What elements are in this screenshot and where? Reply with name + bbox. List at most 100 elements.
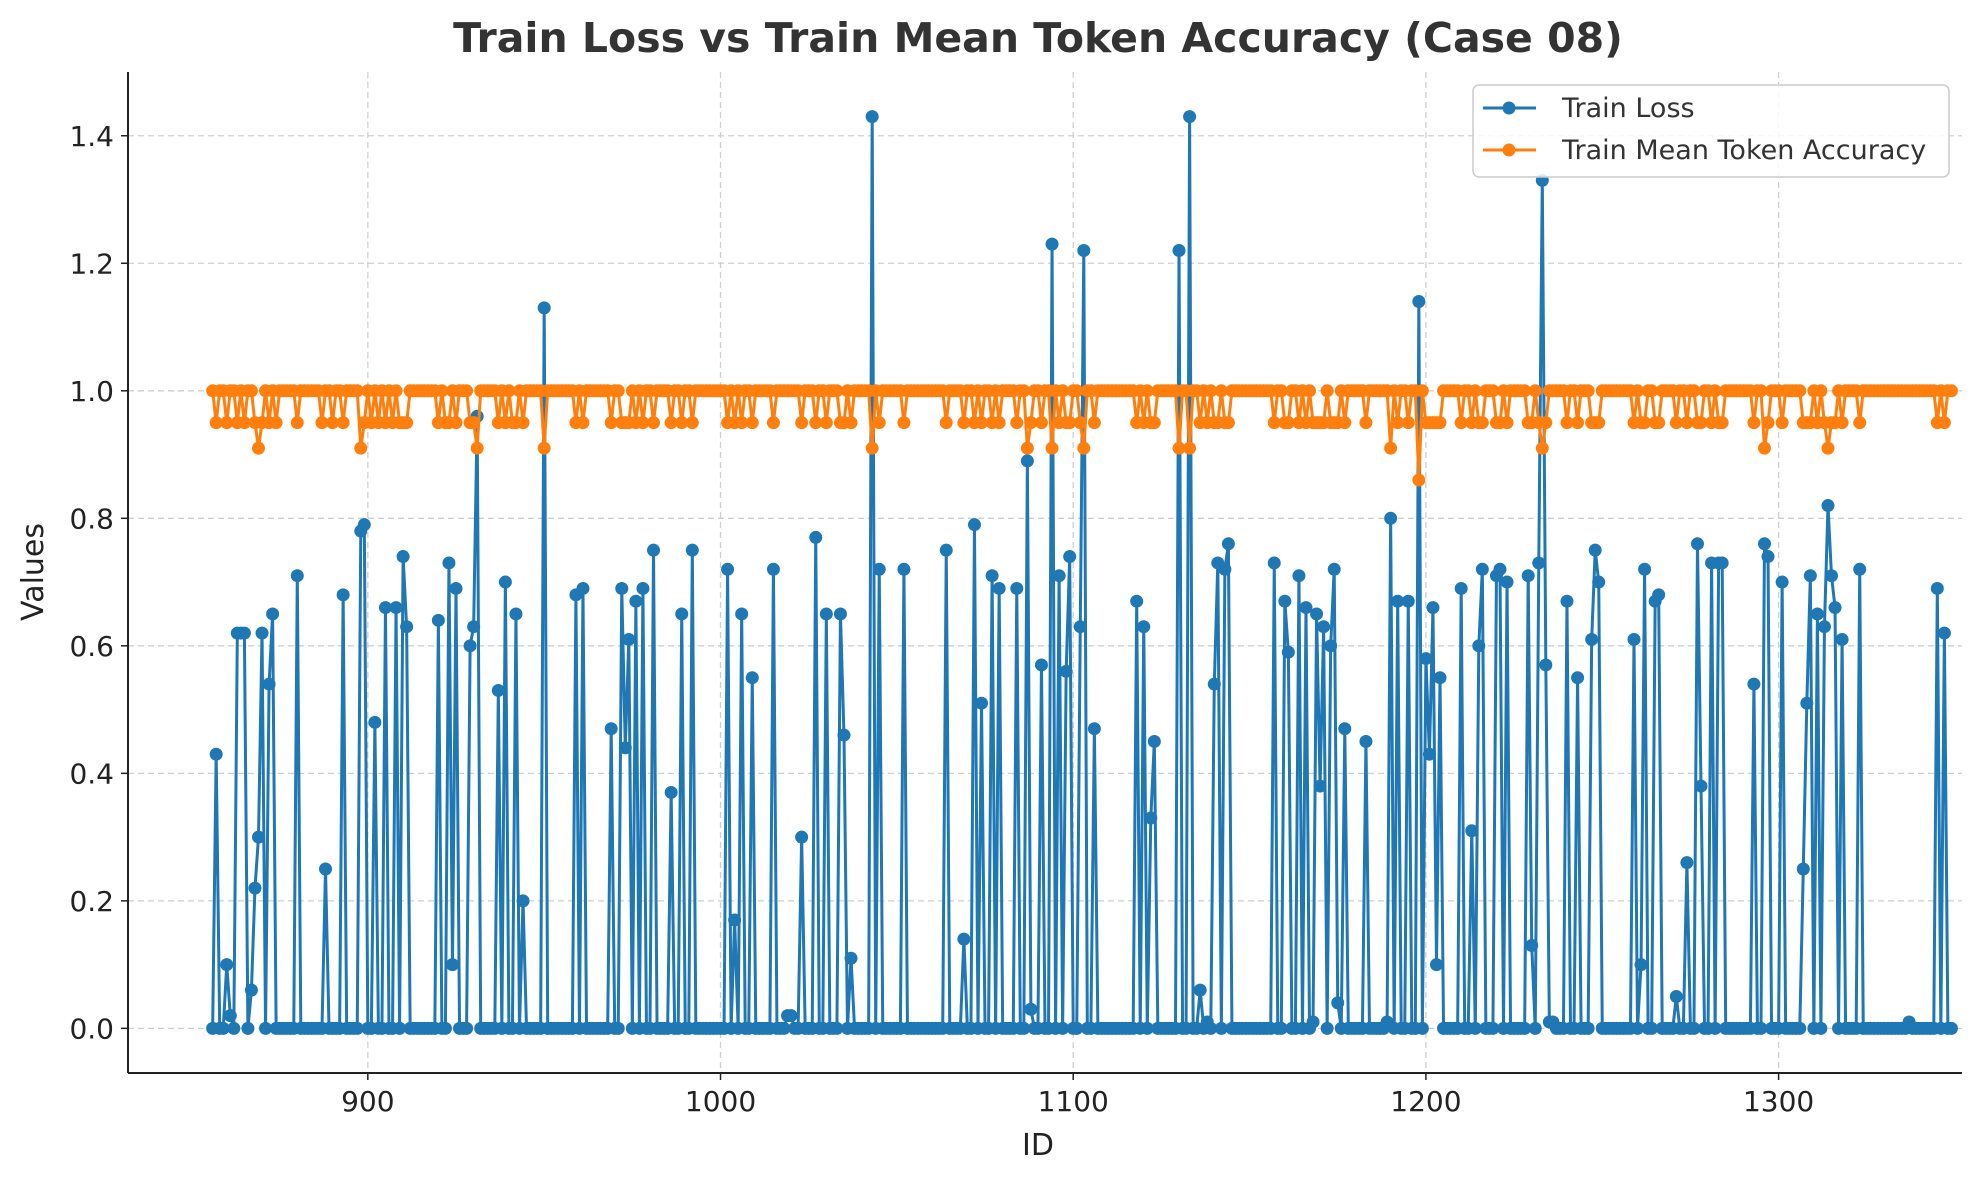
data-point-train-loss [992, 581, 1006, 595]
data-point-train-loss [516, 894, 530, 908]
data-point-train-mean-token-accuracy [675, 416, 689, 430]
data-point-train-loss [1274, 1021, 1288, 1035]
data-point-train-loss [1172, 244, 1186, 258]
x-tick-label: 1100 [1038, 1085, 1109, 1118]
data-point-train-loss [1087, 722, 1101, 736]
data-point-train-loss [1147, 734, 1161, 748]
data-point-train-loss [622, 632, 636, 646]
data-point-train-mean-token-accuracy [1172, 441, 1186, 455]
data-point-train-mean-token-accuracy [1338, 416, 1352, 430]
data-point-train-loss [1468, 1021, 1482, 1035]
data-point-train-mean-token-accuracy [735, 416, 749, 430]
data-point-train-loss [1338, 722, 1352, 736]
data-point-train-loss [1052, 569, 1066, 583]
data-point-train-loss [1793, 1021, 1807, 1035]
data-point-train-mean-token-accuracy [516, 416, 530, 430]
data-point-train-mean-token-accuracy [470, 441, 484, 455]
data-point-train-loss [766, 562, 780, 576]
data-point-train-mean-token-accuracy [326, 416, 340, 430]
data-point-train-mean-token-accuracy [1010, 416, 1024, 430]
data-point-train-loss [393, 1021, 407, 1035]
data-point-train-loss [1070, 1021, 1084, 1035]
data-point-train-loss [1627, 632, 1641, 646]
data-point-train-loss [837, 728, 851, 742]
data-point-train-mean-token-accuracy [1775, 416, 1789, 430]
data-point-train-mean-token-accuracy [897, 416, 911, 430]
data-point-train-loss [1539, 658, 1553, 672]
data-point-train-mean-token-accuracy [1853, 416, 1867, 430]
data-point-train-loss [1073, 620, 1087, 634]
data-point-train-loss [1581, 1021, 1595, 1035]
data-point-train-mean-token-accuracy [1793, 384, 1807, 398]
data-point-train-mean-token-accuracy [1500, 416, 1514, 430]
data-point-train-loss [1796, 862, 1810, 876]
data-point-train-mean-token-accuracy [1147, 416, 1161, 430]
data-point-train-loss [336, 588, 350, 602]
data-point-train-loss [1761, 550, 1775, 564]
data-point-train-mean-token-accuracy [1652, 416, 1666, 430]
data-point-train-mean-token-accuracy [809, 416, 823, 430]
data-point-train-mean-token-accuracy [220, 416, 234, 430]
data-point-train-mean-token-accuracy [611, 384, 625, 398]
data-point-train-loss [255, 626, 269, 640]
data-point-train-mean-token-accuracy [537, 441, 551, 455]
data-point-train-loss [1817, 620, 1831, 634]
data-point-train-mean-token-accuracy [1571, 416, 1585, 430]
data-point-train-mean-token-accuracy [1077, 441, 1091, 455]
data-point-train-loss [389, 601, 403, 615]
data-point-train-mean-token-accuracy [1645, 384, 1659, 398]
data-point-train-mean-token-accuracy [1214, 384, 1228, 398]
data-point-train-mean-token-accuracy [939, 416, 953, 430]
data-point-train-loss [1324, 639, 1338, 653]
data-point-train-mean-token-accuracy [1592, 416, 1606, 430]
data-point-train-loss [1144, 811, 1158, 825]
data-point-train-loss [1690, 537, 1704, 551]
data-point-train-mean-token-accuracy [1267, 416, 1281, 430]
data-point-train-loss [498, 575, 512, 589]
data-point-train-loss [1310, 607, 1324, 621]
data-point-train-loss [1429, 958, 1443, 972]
data-point-train-mean-token-accuracy [1486, 384, 1500, 398]
data-point-train-loss [1056, 1021, 1070, 1035]
data-point-train-loss [1800, 696, 1814, 710]
data-point-train-mean-token-accuracy [992, 416, 1006, 430]
data-point-train-loss [1063, 550, 1077, 564]
data-point-train-loss [1281, 645, 1295, 659]
data-point-train-loss [1814, 1021, 1828, 1035]
data-point-train-mean-token-accuracy [1560, 416, 1574, 430]
data-point-train-loss [1218, 562, 1232, 576]
data-point-train-loss [1299, 601, 1313, 615]
data-point-train-mean-token-accuracy [1539, 416, 1553, 430]
data-point-train-loss [1715, 556, 1729, 570]
data-point-train-mean-token-accuracy [1680, 416, 1694, 430]
data-point-train-loss [1017, 1021, 1031, 1035]
data-point-train-mean-token-accuracy [460, 384, 474, 398]
data-point-train-loss [728, 913, 742, 927]
data-point-train-mean-token-accuracy [1754, 384, 1768, 398]
chart-title: Train Loss vs Train Mean Token Accuracy … [453, 14, 1623, 62]
data-point-train-mean-token-accuracy [435, 384, 449, 398]
data-point-train-loss [1694, 779, 1708, 793]
data-point-train-loss [604, 722, 618, 736]
data-point-train-mean-token-accuracy [1401, 416, 1415, 430]
data-point-train-loss [1320, 1021, 1334, 1035]
data-point-train-mean-token-accuracy [1221, 416, 1235, 430]
data-point-train-mean-token-accuracy [1433, 416, 1447, 430]
data-point-train-loss [784, 1009, 798, 1023]
data-point-train-mean-token-accuracy [1814, 384, 1828, 398]
data-point-train-loss [1020, 454, 1034, 468]
data-point-train-loss [1645, 1021, 1659, 1035]
data-point-train-loss [618, 741, 632, 755]
data-point-train-loss [1708, 1021, 1722, 1035]
data-point-train-loss [378, 601, 392, 615]
data-point-train-mean-token-accuracy [1638, 416, 1652, 430]
data-point-train-mean-token-accuracy [647, 416, 661, 430]
data-point-train-loss [491, 683, 505, 697]
data-point-train-mean-token-accuracy [1320, 384, 1334, 398]
data-point-train-loss [1207, 677, 1221, 691]
data-point-train-loss [1652, 588, 1666, 602]
data-point-train-loss [1433, 671, 1447, 685]
data-point-train-loss [396, 550, 410, 564]
x-tick-label: 900 [341, 1085, 394, 1118]
